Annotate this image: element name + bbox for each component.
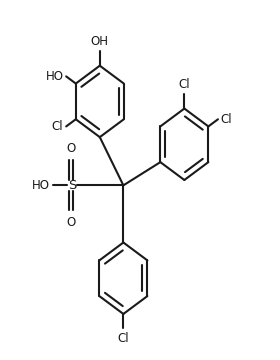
Text: O: O — [67, 142, 76, 155]
Text: HO: HO — [45, 70, 63, 83]
Text: HO: HO — [32, 179, 50, 192]
Text: Cl: Cl — [118, 332, 129, 345]
Text: Cl: Cl — [179, 78, 190, 91]
Text: Cl: Cl — [52, 120, 63, 133]
Text: S: S — [68, 179, 76, 192]
Text: OH: OH — [91, 35, 109, 48]
Text: O: O — [67, 216, 76, 229]
Text: Cl: Cl — [221, 113, 232, 126]
